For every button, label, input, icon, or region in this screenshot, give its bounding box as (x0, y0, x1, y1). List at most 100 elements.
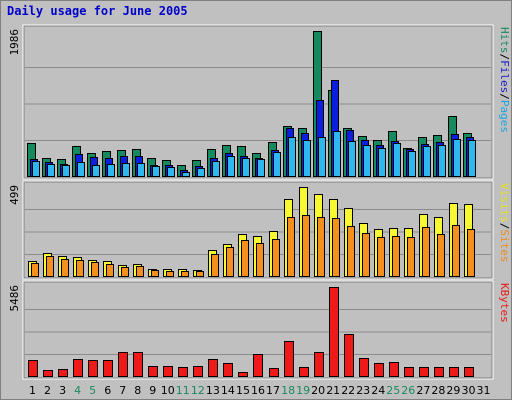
x-tick-label: 20 (311, 384, 325, 397)
panel-visits: 499 Visits/Sites (8, 180, 511, 280)
x-tick-label: 5 (89, 384, 96, 397)
bar-sites-day-7 (121, 267, 129, 277)
x-tick-label: 16 (251, 384, 265, 397)
x-tick-label: 3 (59, 384, 66, 397)
bar-sites-day-2 (46, 256, 54, 277)
bar-kbytes-day-13 (208, 359, 218, 377)
bar-pages-day-3 (62, 165, 70, 177)
bar-pages-day-18 (288, 137, 296, 177)
bar-sites-day-12 (196, 271, 204, 277)
bar-pages-day-20 (318, 137, 326, 177)
bar-kbytes-day-28 (434, 367, 444, 377)
x-tick-label: 4 (74, 384, 81, 397)
bar-pages-day-22 (348, 141, 356, 177)
bar-pages-day-9 (152, 166, 160, 177)
bar-pages-day-21 (333, 131, 341, 177)
bar-pages-day-28 (438, 145, 446, 177)
bar-pages-day-29 (453, 139, 461, 177)
x-tick-label: 26 (401, 384, 415, 397)
bar-kbytes-day-6 (103, 360, 113, 377)
x-tick-label: 25 (386, 384, 400, 397)
bar-kbytes-day-19 (299, 367, 309, 377)
bar-pages-day-12 (197, 168, 205, 177)
legend-pages: Pages (498, 100, 511, 133)
bar-sites-day-30 (467, 229, 475, 277)
bar-kbytes-day-27 (419, 367, 429, 377)
bar-kbytes-day-26 (404, 367, 414, 377)
bar-kbytes-day-2 (43, 370, 53, 377)
bar-kbytes-day-29 (449, 367, 459, 377)
bar-kbytes-day-10 (163, 366, 173, 377)
x-tick-label: 22 (341, 384, 355, 397)
bar-sites-day-26 (407, 237, 415, 277)
x-tick-label: 1 (29, 384, 36, 397)
bar-pages-day-10 (167, 167, 175, 177)
bar-sites-day-22 (347, 226, 355, 277)
bar-kbytes-day-12 (193, 366, 203, 377)
x-tick-label: 7 (119, 384, 126, 397)
bar-kbytes-day-14 (223, 363, 233, 377)
bar-sites-day-21 (332, 218, 340, 277)
panel-max-label: 499 (8, 185, 21, 205)
bar-kbytes-day-4 (73, 359, 83, 377)
bar-pages-day-1 (32, 161, 40, 177)
bar-pages-day-16 (257, 159, 265, 177)
bar-kbytes-day-11 (178, 367, 188, 377)
bar-sites-day-14 (226, 247, 234, 277)
x-tick-label: 21 (326, 384, 340, 397)
panel-inner-frame (23, 281, 493, 379)
bar-pages-day-4 (77, 162, 85, 177)
bar-kbytes-day-3 (58, 369, 68, 377)
bar-pages-day-23 (363, 145, 371, 177)
x-tick-label: 29 (446, 384, 460, 397)
bar-sites-day-5 (91, 262, 99, 277)
x-tick-label: 14 (221, 384, 235, 397)
bar-sites-day-19 (302, 215, 310, 277)
x-tick-label: 8 (134, 384, 141, 397)
bar-sites-day-11 (181, 271, 189, 277)
bar-kbytes-day-25 (389, 362, 399, 377)
bar-sites-day-24 (377, 237, 385, 277)
chart-title: Daily usage for June 2005 (7, 4, 188, 18)
bar-sites-day-18 (287, 217, 295, 277)
x-tick-label: 31 (477, 384, 491, 397)
x-tick-label: 19 (296, 384, 310, 397)
x-tick-label: 24 (371, 384, 385, 397)
x-tick-label: 17 (266, 384, 280, 397)
bar-sites-day-1 (31, 263, 39, 277)
bar-kbytes-day-5 (88, 360, 98, 377)
x-tick-label: 9 (149, 384, 156, 397)
bar-pages-day-26 (408, 151, 416, 177)
bar-pages-day-24 (378, 148, 386, 177)
bar-pages-day-25 (393, 143, 401, 177)
bar-sites-day-9 (151, 270, 159, 277)
bar-kbytes-day-8 (133, 352, 143, 377)
bar-sites-day-13 (211, 254, 219, 277)
x-tick-label: 11 (176, 384, 190, 397)
bar-kbytes-day-30 (464, 367, 474, 377)
bar-sites-day-10 (166, 271, 174, 277)
bar-kbytes-day-9 (148, 366, 158, 377)
bar-sites-day-29 (452, 225, 460, 277)
legend-separator: / (498, 93, 511, 100)
legend-separator: / (498, 223, 511, 230)
panel-inner-frame (23, 181, 493, 279)
panel-max-label: 1986 (8, 29, 21, 56)
bar-kbytes-day-15 (238, 372, 248, 377)
x-tick-label: 6 (104, 384, 111, 397)
x-tick-label: 2 (44, 384, 51, 397)
x-tick-label: 15 (236, 384, 250, 397)
legend-files: Files (498, 60, 511, 93)
bar-pages-day-17 (273, 152, 281, 177)
bar-sites-day-23 (362, 233, 370, 277)
bar-pages-day-6 (107, 164, 115, 177)
bar-kbytes-day-16 (253, 354, 263, 377)
panel-legend: Hits/Files/Pages (498, 27, 511, 133)
bar-pages-day-14 (227, 156, 235, 177)
panel-inner-frame (23, 25, 493, 179)
panel-max-label: 5486 (8, 285, 21, 312)
legend-visits: Visits (498, 183, 511, 223)
x-tick-label: 27 (416, 384, 430, 397)
bar-kbytes-day-23 (359, 358, 369, 377)
